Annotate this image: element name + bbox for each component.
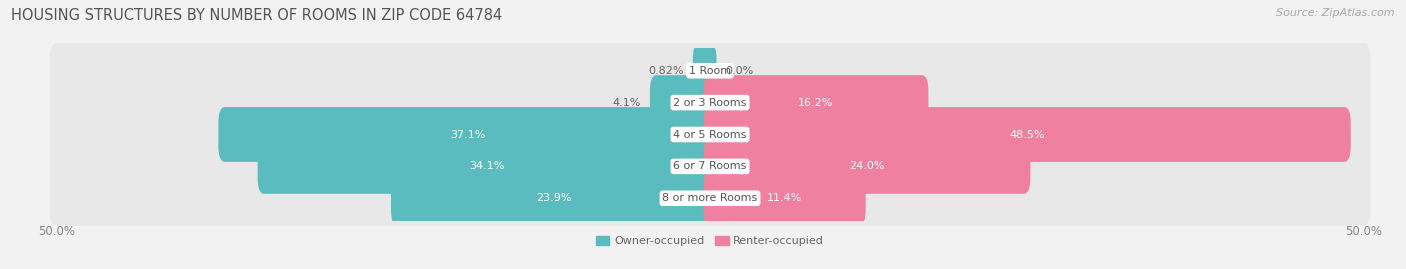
- Text: 16.2%: 16.2%: [799, 98, 834, 108]
- FancyBboxPatch shape: [49, 107, 1371, 162]
- FancyBboxPatch shape: [49, 139, 1371, 194]
- Text: 48.5%: 48.5%: [1010, 129, 1045, 140]
- Text: HOUSING STRUCTURES BY NUMBER OF ROOMS IN ZIP CODE 64784: HOUSING STRUCTURES BY NUMBER OF ROOMS IN…: [11, 8, 502, 23]
- Text: 2 or 3 Rooms: 2 or 3 Rooms: [673, 98, 747, 108]
- FancyBboxPatch shape: [218, 107, 717, 162]
- Text: 1 Room: 1 Room: [689, 66, 731, 76]
- FancyBboxPatch shape: [693, 43, 717, 98]
- Text: 37.1%: 37.1%: [450, 129, 485, 140]
- FancyBboxPatch shape: [703, 107, 1351, 162]
- Text: 4.1%: 4.1%: [613, 98, 641, 108]
- FancyBboxPatch shape: [49, 75, 1371, 130]
- Text: 0.82%: 0.82%: [648, 66, 683, 76]
- FancyBboxPatch shape: [703, 171, 866, 226]
- FancyBboxPatch shape: [703, 75, 928, 130]
- Text: 23.9%: 23.9%: [536, 193, 571, 203]
- Text: Source: ZipAtlas.com: Source: ZipAtlas.com: [1277, 8, 1395, 18]
- Text: 8 or more Rooms: 8 or more Rooms: [662, 193, 758, 203]
- FancyBboxPatch shape: [391, 171, 717, 226]
- Text: 0.0%: 0.0%: [725, 66, 754, 76]
- Text: 6 or 7 Rooms: 6 or 7 Rooms: [673, 161, 747, 171]
- Text: 11.4%: 11.4%: [766, 193, 803, 203]
- Text: 34.1%: 34.1%: [470, 161, 505, 171]
- Legend: Owner-occupied, Renter-occupied: Owner-occupied, Renter-occupied: [596, 236, 824, 246]
- FancyBboxPatch shape: [703, 139, 1031, 194]
- FancyBboxPatch shape: [49, 43, 1371, 98]
- FancyBboxPatch shape: [257, 139, 717, 194]
- Text: 24.0%: 24.0%: [849, 161, 884, 171]
- FancyBboxPatch shape: [650, 75, 717, 130]
- FancyBboxPatch shape: [49, 171, 1371, 226]
- Text: 4 or 5 Rooms: 4 or 5 Rooms: [673, 129, 747, 140]
